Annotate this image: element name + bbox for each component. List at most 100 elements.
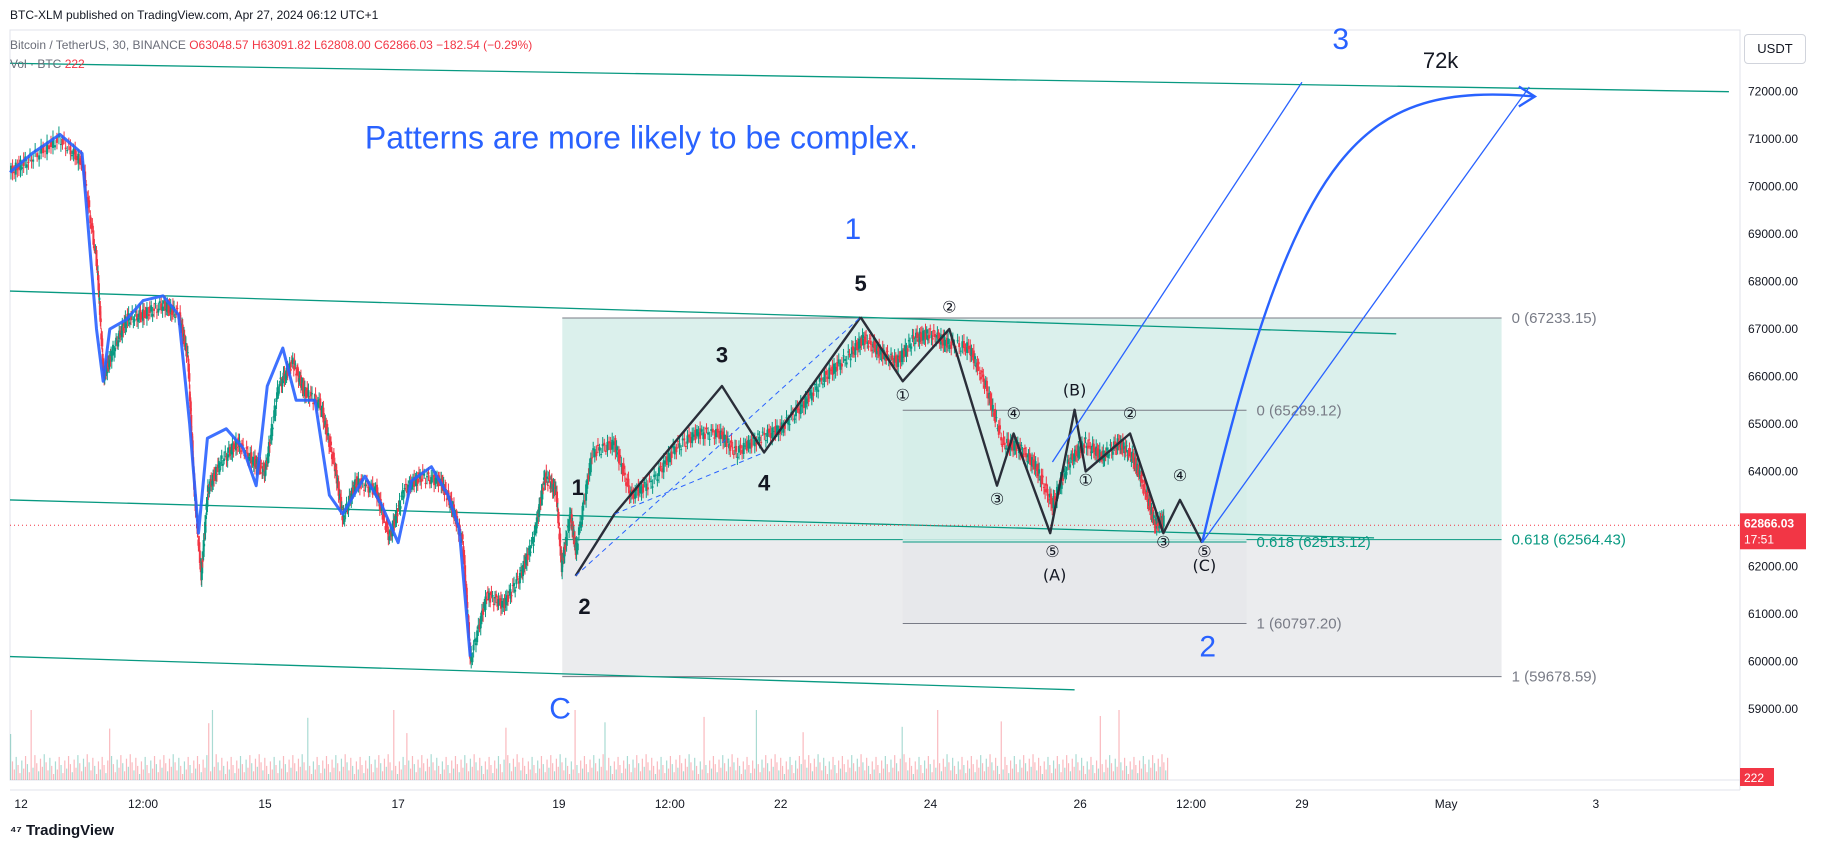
volume-bar (654, 774, 657, 780)
candle-body (431, 475, 434, 477)
candle-body (420, 478, 423, 483)
candle-body (368, 486, 371, 493)
volume-bar (180, 765, 182, 780)
candle-body (600, 453, 603, 455)
candle-body (979, 376, 982, 380)
candle-body (910, 346, 913, 349)
volume-bar (221, 757, 223, 780)
candle-body (867, 345, 870, 348)
volume-bar (1054, 768, 1057, 780)
volume-bar (24, 756, 27, 780)
candle-body (842, 355, 845, 357)
candle-body (557, 522, 560, 526)
candle-body (1157, 522, 1160, 526)
x-tick-label: 26 (1073, 797, 1087, 811)
volume-bar (524, 765, 526, 780)
volume-bar (181, 774, 184, 780)
volume-bar (219, 770, 221, 780)
volume-bar (802, 732, 804, 780)
impulse-wave-line (574, 316, 862, 577)
candle-body (72, 148, 75, 155)
candle-body (1001, 443, 1004, 447)
candle-body (691, 432, 694, 444)
candle-body (484, 596, 487, 611)
candle-body (515, 579, 518, 585)
candle-body (673, 446, 676, 455)
candle-body (356, 476, 358, 481)
candle-body (326, 423, 329, 433)
candle-body (471, 657, 474, 663)
candle-body (495, 594, 498, 598)
candle-body (568, 527, 571, 532)
candle-body (1060, 482, 1063, 489)
candle-body (174, 316, 177, 318)
volume-bar (1159, 766, 1161, 780)
candle-body (961, 341, 964, 348)
candle-body (900, 350, 903, 363)
volume-bar (1067, 763, 1070, 780)
candle-body (601, 443, 604, 447)
volume-bar (224, 774, 227, 780)
candle-body (1013, 440, 1016, 451)
candle-body (1153, 526, 1156, 528)
candle-body (640, 486, 643, 494)
volume-bar (17, 765, 19, 780)
candle-body (761, 431, 764, 433)
candle-body (139, 310, 142, 320)
candle-body (275, 397, 278, 402)
volume-bar (770, 758, 772, 780)
candle-body (722, 431, 725, 443)
candle-body (55, 137, 58, 143)
candle-body (714, 429, 717, 438)
candle-body (894, 355, 897, 363)
volume-bar (172, 754, 174, 780)
volume-bar (381, 771, 384, 780)
candle-body (937, 332, 940, 340)
volume-bar (284, 764, 286, 780)
tradingview-logo[interactable]: ⁴⁷ TradingView (10, 822, 114, 839)
volume-bar (361, 765, 363, 780)
candle-body (855, 345, 858, 347)
volume-bar (1013, 756, 1015, 780)
candle-body (118, 330, 121, 340)
candle-body (581, 505, 584, 520)
volume-bar (538, 768, 541, 780)
volume-bar (454, 756, 457, 780)
volume-bar (1082, 765, 1085, 780)
volume-bar (509, 763, 511, 780)
volume-bar (955, 774, 957, 780)
candle-body (829, 369, 832, 371)
candle-body (1077, 445, 1080, 458)
y-tick-label: 65000.00 (1748, 417, 1798, 431)
candle-body (492, 603, 495, 605)
candle-body (335, 466, 338, 470)
y-tick-label: 67000.00 (1748, 322, 1798, 336)
candle-body (53, 145, 56, 148)
volume-bar (729, 766, 731, 780)
x-tick-label: 15 (258, 797, 272, 811)
candle-body (444, 484, 447, 490)
candle-body (507, 594, 510, 602)
volume-bar (279, 760, 281, 780)
currency-unit-button[interactable]: USDT (1744, 34, 1806, 64)
x-tick-label: 12:00 (128, 797, 158, 811)
volume-bar (363, 773, 365, 780)
volume-bar (64, 760, 66, 780)
volume-bar (557, 766, 559, 780)
candle-body (206, 497, 209, 507)
volume-bar (895, 763, 898, 780)
volume-bar (51, 765, 53, 780)
candle-body (550, 481, 553, 488)
volume-bar (735, 770, 737, 780)
candle-body (589, 457, 592, 473)
candle-body (1053, 496, 1056, 501)
candle-body (296, 366, 299, 370)
candle-body (225, 456, 228, 460)
volume-bar (310, 774, 313, 780)
candle-body (768, 428, 771, 433)
volume-bar (987, 766, 989, 780)
logo-icon: ⁴⁷ (10, 823, 22, 838)
candle-body (445, 498, 448, 501)
candle-body (996, 428, 999, 430)
